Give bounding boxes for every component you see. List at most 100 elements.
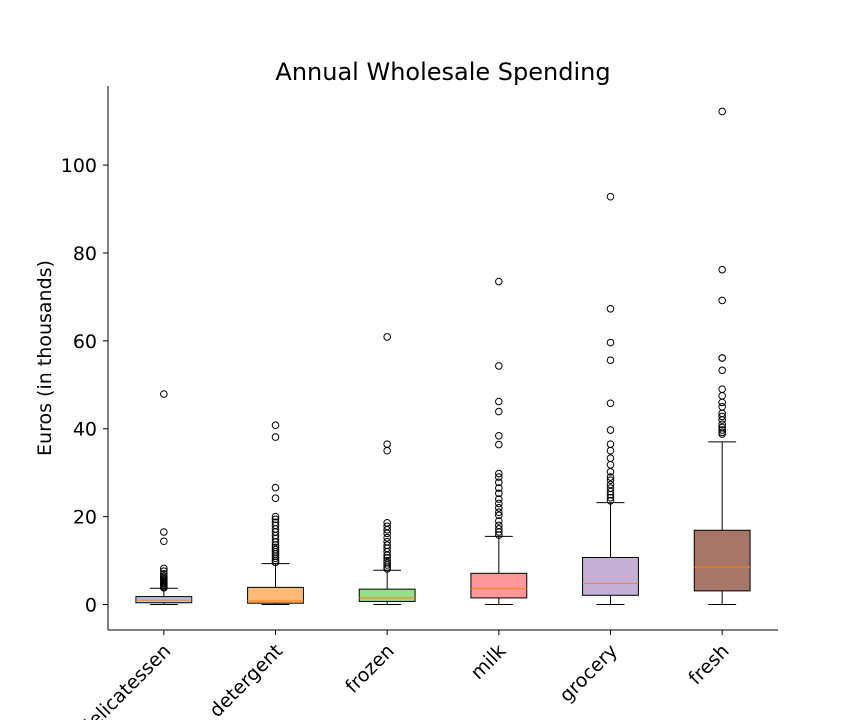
outlier-point [160, 572, 168, 580]
outlier-point [718, 385, 726, 393]
iqr-box [358, 588, 416, 602]
outlier-point [606, 480, 615, 489]
outlier-point [718, 423, 726, 432]
outlier-point [160, 564, 168, 573]
box-fresh [693, 107, 751, 606]
outlier-point [271, 483, 280, 492]
x-tick-label: detergent [205, 640, 287, 720]
outlier-point [718, 265, 726, 274]
boxes [135, 107, 751, 606]
outlier-point [383, 558, 391, 567]
outlier-point [160, 390, 168, 398]
iqr-box [247, 586, 304, 604]
outlier-point [606, 454, 615, 462]
outlier-point [271, 545, 280, 554]
outlier-point [495, 440, 503, 449]
y-tick-label: 80 [73, 243, 97, 265]
outlier-point [495, 495, 503, 503]
outlier-point [271, 421, 280, 430]
y-axis-label: Euros (in thousands) [34, 260, 56, 456]
y-tick-label: 20 [73, 507, 97, 529]
outlier-point [383, 541, 391, 549]
outlier-point [718, 420, 726, 429]
chart-title: Annual Wholesale Spending [275, 58, 610, 86]
outlier-point [606, 399, 615, 408]
outlier-point [383, 537, 391, 546]
outlier-point [495, 504, 503, 512]
outlier-point [606, 446, 615, 455]
y-tick-label: 60 [73, 331, 97, 353]
outlier-point [606, 426, 615, 434]
outlier-point [606, 338, 615, 347]
outlier-point [495, 473, 503, 481]
outlier-point [271, 543, 280, 552]
x-tick-label: frozen [341, 640, 399, 698]
outlier-point [160, 528, 168, 536]
outlier-point [271, 518, 280, 527]
outlier-point [495, 407, 503, 416]
outlier-point [718, 398, 726, 407]
x-tick-label: delicatessen [76, 640, 176, 720]
outlier-point [606, 473, 615, 481]
outlier-point [718, 107, 726, 116]
x-ticks: delicatessen detergent frozen milk grocery fr… [76, 630, 734, 720]
outlier-point [606, 192, 615, 201]
outlier-point [718, 296, 726, 305]
outlier-point [495, 478, 503, 487]
outlier-point [718, 412, 726, 421]
outlier-point [383, 518, 391, 527]
outlier-point [495, 499, 503, 508]
outlier-point [271, 494, 280, 502]
y-tick-label: 100 [61, 155, 97, 177]
outlier-point [271, 433, 280, 441]
outlier-point [271, 512, 280, 521]
outlier-point [383, 533, 391, 542]
outlier-point [383, 333, 391, 341]
outlier-point [495, 362, 503, 370]
outlier-point [160, 537, 168, 546]
outlier-point [495, 489, 503, 498]
outlier-point [718, 428, 726, 437]
y-tick-label: 40 [73, 419, 97, 441]
outlier-point [718, 426, 726, 434]
iqr-box [470, 572, 528, 599]
outlier-point [383, 446, 391, 455]
box-milk [470, 277, 528, 606]
outlier-point [495, 525, 503, 533]
box-delicatessen [135, 390, 193, 606]
outlier-point [495, 517, 503, 525]
outlier-point [718, 402, 726, 411]
outlier-point [383, 522, 391, 531]
outlier-point [495, 508, 503, 517]
outlier-point [383, 556, 391, 565]
outlier-point [606, 356, 615, 364]
outlier-point [495, 521, 503, 530]
outlier-point [495, 469, 503, 478]
outlier-point [271, 515, 280, 524]
outlier-point [495, 431, 503, 440]
outlier-point [606, 304, 615, 313]
outlier-point [718, 354, 726, 362]
iqr-box [582, 556, 639, 596]
box-frozen [358, 333, 416, 606]
box-grocery [582, 192, 639, 606]
x-tick-label: milk [466, 640, 510, 684]
outlier-point [718, 391, 726, 400]
y-tick-label: 0 [85, 595, 97, 617]
outlier-point [606, 484, 615, 492]
outlier-point [495, 484, 503, 492]
box-detergent [247, 421, 304, 606]
outlier-point [383, 440, 391, 448]
outlier-point [495, 277, 503, 286]
outlier-point [160, 567, 168, 575]
outlier-point [606, 460, 615, 469]
y-ticks: 0 20 40 60 80 100 [61, 155, 108, 617]
outlier-point [160, 569, 168, 578]
x-tick-label: grocery [555, 640, 622, 707]
outlier-point [718, 366, 726, 375]
outlier-point [606, 440, 615, 448]
outlier-point [495, 511, 503, 520]
outlier-point [495, 397, 503, 406]
iqr-box [693, 529, 751, 592]
